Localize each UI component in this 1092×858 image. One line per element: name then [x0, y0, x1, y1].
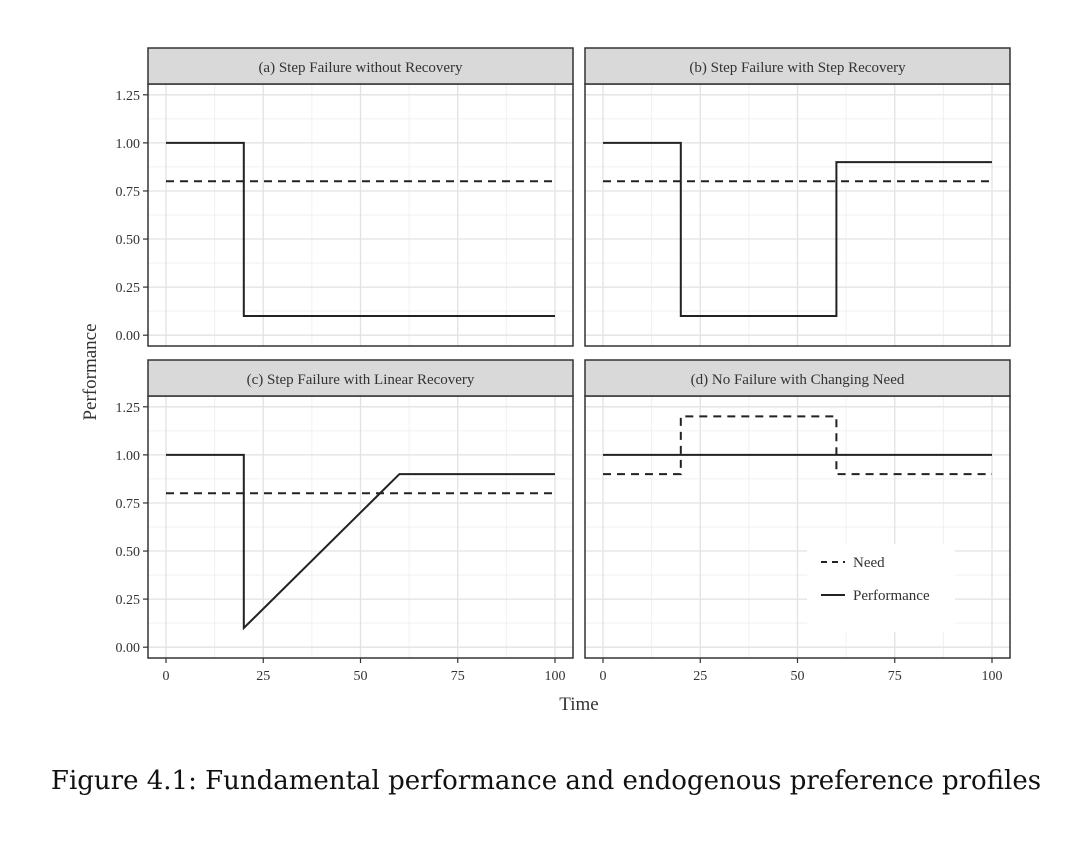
y-tick-label: 0.75 — [116, 185, 141, 200]
x-tick-label: 25 — [693, 669, 707, 684]
panel-b: (b) Step Failure with Step Recovery — [584, 47, 1011, 347]
legend-label: Need — [853, 555, 885, 571]
y-tick-label: 0.75 — [116, 497, 141, 512]
x-tick-label: 0 — [600, 669, 607, 684]
series-line-performance — [166, 141, 555, 317]
legend-box — [807, 544, 955, 632]
x-tick-label: 75 — [451, 669, 465, 684]
legend: Need Performance — [807, 544, 955, 632]
y-tick-label: 1.25 — [116, 89, 141, 104]
faceted-line-chart: (a) Step Failure without Recovery 0.00 0.2… — [80, 47, 1011, 715]
y-tick-label: 0.00 — [116, 641, 141, 656]
y-tick-label: 1.00 — [116, 449, 141, 464]
y-axis-title: Performance — [80, 323, 101, 420]
series-line-performance — [603, 141, 992, 317]
y-tick-label: 0.25 — [116, 281, 141, 296]
legend-label: Performance — [853, 588, 930, 604]
series-line-performance — [166, 453, 555, 631]
facet-title: (a) Step Failure without Recovery — [258, 60, 463, 76]
x-axis-title: Time — [559, 694, 598, 715]
y-tick-label: 0.50 — [116, 233, 141, 248]
facet-title: (d) No Failure with Changing Need — [691, 372, 905, 388]
facet-strip — [584, 359, 1011, 397]
facet-title: (c) Step Failure with Linear Recovery — [247, 372, 475, 388]
x-tick-label: 0 — [163, 669, 170, 684]
y-tick-label: 1.25 — [116, 401, 141, 416]
facet-strip — [147, 47, 574, 85]
y-tick-label: 0.50 — [116, 545, 141, 560]
x-tick-label: 75 — [888, 669, 902, 684]
figure-caption: Figure 4.1: Fundamental performance and … — [50, 766, 1042, 796]
y-tick-label: 1.00 — [116, 137, 141, 152]
x-tick-label: 50 — [791, 669, 805, 684]
panel-a: (a) Step Failure without Recovery 0.00 0.2… — [116, 47, 574, 347]
x-tick-label: 25 — [256, 669, 270, 684]
panel-c: (c) Step Failure with Linear Recovery 0.0… — [116, 359, 574, 684]
y-tick-label: 0.25 — [116, 593, 141, 608]
facet-strip — [584, 47, 1011, 85]
x-tick-label: 100 — [545, 669, 566, 684]
x-tick-label: 100 — [982, 669, 1003, 684]
y-tick-label: 0.00 — [116, 329, 141, 344]
series-line-need — [603, 415, 992, 476]
figure: (a) Step Failure without Recovery 0.00 0.2… — [80, 47, 1011, 715]
panel-d: (d) No Failure with Changing Need 0 25 50 75… — [584, 359, 1011, 684]
facet-title: (b) Step Failure with Step Recovery — [689, 60, 906, 76]
x-tick-label: 50 — [354, 669, 368, 684]
facet-strip — [147, 359, 574, 397]
